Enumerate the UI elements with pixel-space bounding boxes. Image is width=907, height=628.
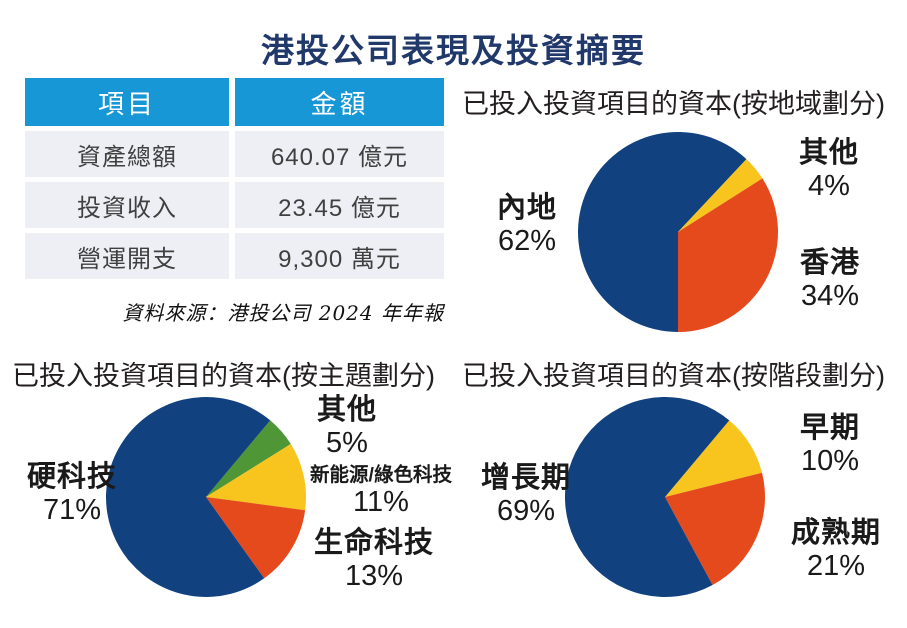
label-mainland-name: 內地 [496,192,557,224]
label-others-region-name: 其他 [798,137,859,169]
pie-chart-by-stage [565,397,765,597]
label-life-tech-name: 生命科技 [313,527,434,559]
pie-slice-1-0 [206,420,291,497]
pie-slice-2-2 [565,397,730,597]
label-others-theme-pct: 5% [326,426,368,459]
label-others-theme: 其他 5% [308,394,386,460]
label-hard-tech: 硬科技 71% [6,461,138,527]
label-growth-stage-name: 增長期 [480,462,571,494]
pie-slice-0-2 [678,178,778,332]
label-mainland-pct: 62% [497,224,557,257]
table-header-amount: 金額 [235,78,444,126]
label-hard-tech-pct: 71% [42,493,102,526]
table-cell-label: 資產總額 [25,131,229,177]
pie-slice-1-3 [106,397,271,597]
pie-chart-by-theme [106,397,306,597]
pie-slice-1-1 [206,444,306,511]
table-cell-label: 投資收入 [25,182,229,228]
label-mature-stage: 成熟期 21% [783,517,889,583]
label-hong-kong: 香港 34% [782,247,878,313]
label-new-energy-green-tech-name: 新能源/綠色科技 [310,464,452,486]
table-cell-value: 9,300 萬元 [235,233,444,279]
label-growth-stage-pct: 69% [496,494,556,527]
table-cell-value: 23.45 億元 [235,182,444,228]
pie-slice-2-1 [665,472,765,585]
summary-table: 項目 金額 資產總額 640.07 億元 投資收入 23.45 億元 營運開支 … [25,78,444,279]
table-cell-value: 640.07 億元 [235,131,444,177]
label-others-region: 其他 4% [786,137,872,203]
chart-title-by-theme: 已投入投資項目的資本(按主題劃分) [12,361,435,391]
label-mature-stage-pct: 21% [806,549,866,582]
label-mature-stage-name: 成熟期 [790,517,881,549]
pie-slice-0-1 [678,159,763,232]
table-header-item: 項目 [25,78,229,126]
pie-slice-0-0 [578,132,747,332]
label-others-theme-name: 其他 [316,394,377,426]
label-life-tech-pct: 13% [344,559,404,592]
label-mainland: 內地 62% [476,192,578,258]
label-hong-kong-pct: 34% [800,279,860,312]
table-cell-label: 營運開支 [25,233,229,279]
label-hong-kong-name: 香港 [799,247,860,279]
chart-title-by-region: 已投入投資項目的資本(按地域劃分) [462,89,885,119]
pie-slice-2-0 [665,420,763,497]
chart-title-by-stage: 已投入投資項目的資本(按階段劃分) [462,361,885,391]
source-note: 資料來源：港投公司 2024 年年報 [122,301,444,325]
label-new-energy-green-tech-pct: 11% [353,486,409,519]
label-growth-stage: 增長期 69% [470,462,582,528]
label-life-tech: 生命科技 13% [304,527,444,593]
label-early-stage-pct: 10% [800,444,860,477]
label-new-energy-green-tech: 新能源/綠色科技 11% [305,464,457,519]
label-others-region-pct: 4% [808,169,850,202]
pie-slice-1-2 [206,497,306,579]
pie-chart-by-region [578,132,778,332]
label-early-stage: 早期 10% [787,412,873,478]
label-hard-tech-name: 硬科技 [26,461,117,493]
page-title: 港投公司表現及投資摘要 [261,32,646,69]
label-early-stage-name: 早期 [799,412,860,444]
